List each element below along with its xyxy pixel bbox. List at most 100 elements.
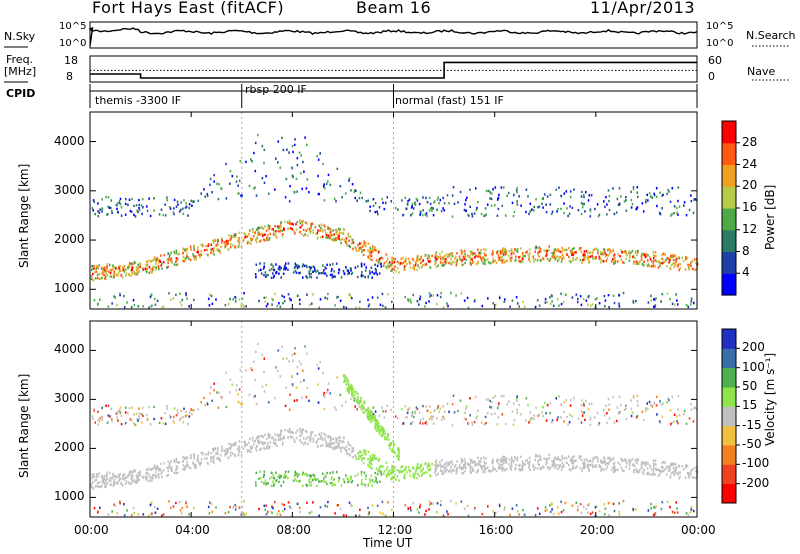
velocity-cell <box>106 421 109 424</box>
velocity-cell <box>360 405 362 408</box>
power-cell <box>402 213 405 216</box>
velocity-cell <box>122 476 125 479</box>
velocity-cell <box>414 472 417 475</box>
velocity-cell <box>295 431 297 434</box>
velocity-cell <box>107 414 110 417</box>
power-cell <box>558 256 560 259</box>
velocity-cell <box>281 443 284 446</box>
power-cell <box>551 251 553 255</box>
power-cell <box>308 303 311 307</box>
velocity-scatter <box>90 321 699 517</box>
velocity-cell <box>369 456 372 460</box>
velocity-cell <box>173 407 176 410</box>
velocity-cell <box>216 457 218 460</box>
power-cell <box>263 181 266 184</box>
power-cell <box>409 261 412 264</box>
power-cell <box>390 200 393 203</box>
power-cell <box>487 261 490 264</box>
velocity-cell <box>279 375 282 378</box>
velocity-cell <box>362 483 364 486</box>
power-cell <box>94 212 96 216</box>
velocity-cell <box>274 441 277 445</box>
power-cell <box>282 148 285 152</box>
velocity-cell <box>485 462 487 465</box>
velocity-cell <box>275 366 277 369</box>
power-cell <box>597 215 600 218</box>
velocity-cell <box>461 460 463 464</box>
power-cell <box>258 269 260 272</box>
velocity-cell <box>480 457 482 460</box>
power-cell <box>441 257 443 260</box>
velocity-cell <box>396 468 399 472</box>
power-cell <box>683 201 686 204</box>
power-cell <box>215 298 217 301</box>
velocity-cell <box>182 464 185 467</box>
velocity-cell <box>636 394 639 398</box>
velocity-colorbar-tick-label: 100 <box>742 359 765 374</box>
velocity-cell <box>151 467 153 471</box>
velocity-cell <box>672 466 675 470</box>
power-cell <box>498 257 500 260</box>
power-cell <box>688 208 691 212</box>
velocity-cell <box>501 456 504 459</box>
power-cell <box>475 254 477 258</box>
velocity-cell <box>217 406 220 409</box>
velocity-cell <box>391 468 393 471</box>
velocity-cell <box>380 471 382 474</box>
velocity-cell <box>371 467 373 470</box>
power-cell <box>448 202 450 205</box>
power-cell <box>647 263 650 266</box>
power-cell <box>447 304 449 308</box>
power-cell <box>460 249 463 252</box>
velocity-cell <box>654 463 656 466</box>
velocity-cell <box>374 419 376 422</box>
power-cell <box>224 244 227 248</box>
power-cell <box>150 271 153 274</box>
velocity-cell <box>612 466 614 469</box>
freq-label: Freq. <box>6 53 34 66</box>
velocity-cell <box>334 447 337 450</box>
power-cell <box>107 305 110 308</box>
power-cell <box>263 148 266 152</box>
velocity-cell <box>273 438 275 442</box>
velocity-cell <box>483 460 486 463</box>
power-cell <box>348 244 351 247</box>
power-cell <box>652 265 654 268</box>
power-cell <box>558 304 560 307</box>
power-cell <box>231 174 234 178</box>
power-cell <box>265 274 268 277</box>
velocity-cell <box>393 442 395 446</box>
velocity-cell <box>606 465 609 469</box>
velocity-cell <box>118 476 121 479</box>
velocity-cell <box>671 395 674 398</box>
velocity-cell <box>149 423 152 426</box>
power-cell <box>416 300 419 303</box>
velocity-cell <box>520 455 522 458</box>
power-cell <box>523 254 525 257</box>
power-cell <box>255 238 257 242</box>
freq-tick-bottom: 8 <box>66 70 73 83</box>
velocity-cell <box>97 475 99 478</box>
velocity-cell <box>271 471 273 475</box>
power-cell <box>386 196 389 199</box>
velocity-cell <box>223 449 225 452</box>
velocity-cell <box>109 471 111 475</box>
velocity-cell <box>351 388 353 392</box>
power-cell <box>422 196 424 199</box>
velocity-cell <box>299 427 301 431</box>
velocity-cell <box>300 441 303 444</box>
power-cell <box>682 259 685 263</box>
power-cell <box>412 293 415 297</box>
power-cell <box>502 258 505 261</box>
velocity-cell <box>572 462 575 465</box>
velocity-cell <box>265 513 268 516</box>
power-cell <box>516 200 518 203</box>
velocity-cell <box>386 475 388 478</box>
power-cell <box>241 194 243 197</box>
velocity-cell <box>675 501 677 504</box>
velocity-cell <box>127 475 129 478</box>
velocity-cell <box>456 467 458 470</box>
velocity-cell <box>492 396 494 400</box>
velocity-cell <box>323 480 326 483</box>
power-cell <box>504 247 506 251</box>
